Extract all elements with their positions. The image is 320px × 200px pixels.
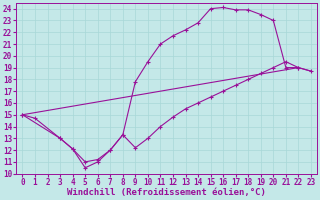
X-axis label: Windchill (Refroidissement éolien,°C): Windchill (Refroidissement éolien,°C) — [67, 188, 266, 197]
